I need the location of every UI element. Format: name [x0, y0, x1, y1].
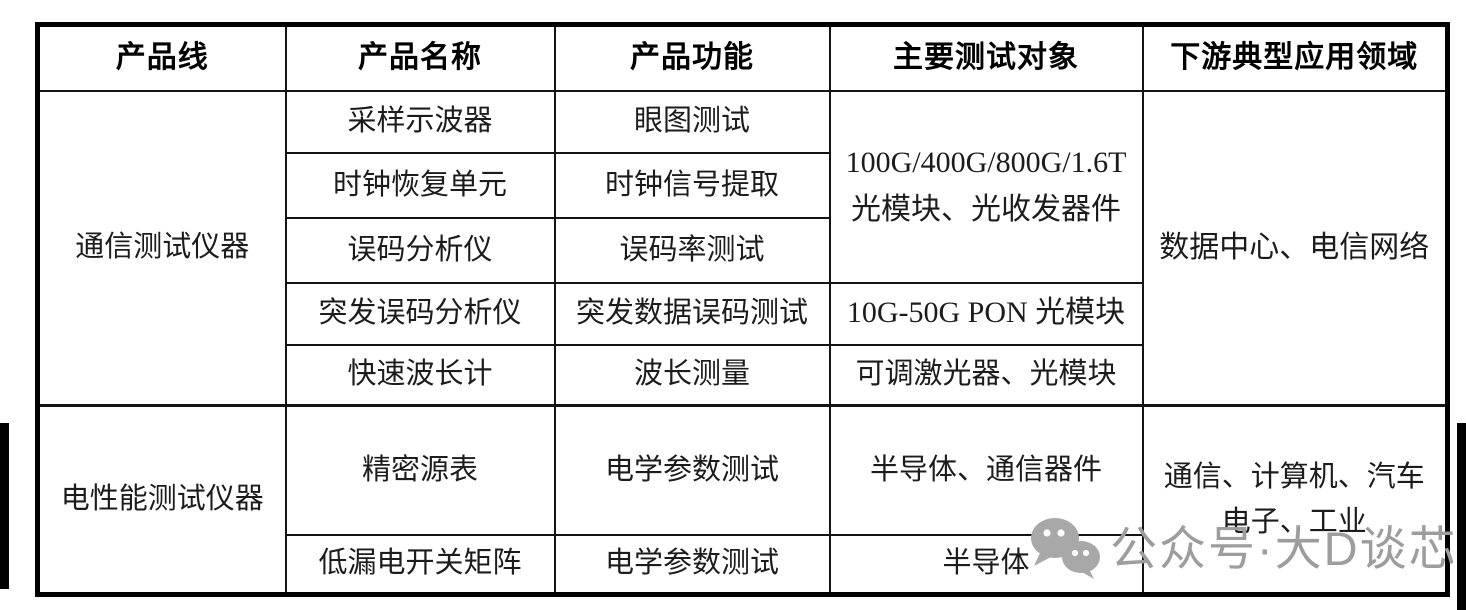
cell-product-func: 时钟信号提取 — [553, 151, 831, 219]
product-table: 产品线 产品名称 产品功能 主要测试对象 下游典型应用领域 通信测试仪器 采样示… — [35, 22, 1450, 597]
cell-product-func: 波长测量 — [553, 343, 831, 407]
cell-product-func: 突发数据误码测试 — [553, 281, 831, 346]
right-edge-black-bar — [1457, 423, 1466, 610]
cell-product-func: 误码率测试 — [553, 216, 831, 284]
cell-product-line-comm: 通信测试仪器 — [36, 89, 287, 407]
table-row: 突发误码分析仪 突发数据误码测试 10G-50G PON 光模块 — [38, 281, 1448, 346]
table-row: 电性能测试仪器 精密源表 电学参数测试 半导体、通信器件 通信、计算机、汽车电子… — [36, 404, 1449, 596]
column-header-product-name: 产品名称 — [284, 23, 556, 92]
cell-test-target: 可调激光器、光模块 — [828, 343, 1144, 407]
cell-product-name: 误码分析仪 — [284, 216, 556, 284]
cell-product-name: 快速波长计 — [284, 343, 556, 407]
cell-downstream-apps-comm: 数据中心、电信网络 — [1141, 89, 1449, 407]
cell-test-target: 100G/400G/800G/1.6T 光模块、光收发器件 — [828, 89, 1144, 284]
cell-test-target: 10G-50G PON 光模块 — [828, 281, 1144, 346]
column-header-applications: 下游典型应用领域 — [1141, 23, 1449, 92]
product-lines-table: 产品线 产品名称 产品功能 主要测试对象 下游典型应用领域 通信测试仪器 采样示… — [35, 22, 1450, 597]
table-row: 快速波长计 波长测量 可调激光器、光模块 — [38, 343, 1448, 407]
cell-product-func: 电学参数测试 — [553, 533, 831, 596]
cell-product-func: 眼图测试 — [553, 89, 831, 154]
cell-product-name: 突发误码分析仪 — [284, 281, 556, 346]
cell-product-func: 电学参数测试 — [553, 404, 831, 536]
left-edge-black-bar — [0, 423, 9, 589]
table-row: 通信测试仪器 采样示波器 眼图测试 100G/400G/800G/1.6T 光模… — [36, 89, 1449, 407]
cell-product-name: 采样示波器 — [284, 89, 556, 154]
cell-product-line-elec: 电性能测试仪器 — [36, 404, 287, 596]
table-row: 误码分析仪 误码率测试 — [38, 216, 1448, 284]
column-header-product-line: 产品线 — [36, 23, 287, 92]
cell-product-name: 精密源表 — [284, 404, 556, 536]
cell-test-target: 半导体、通信器件 — [828, 404, 1144, 536]
header-row: 产品线 产品名称 产品功能 主要测试对象 下游典型应用领域 — [36, 23, 1449, 92]
cell-test-target: 半导体 — [828, 533, 1144, 596]
table-row: 时钟恢复单元 时钟信号提取 — [38, 151, 1448, 219]
column-header-test-target: 主要测试对象 — [828, 23, 1144, 92]
cell-product-name: 低漏电开关矩阵 — [284, 533, 556, 596]
cell-product-name: 时钟恢复单元 — [284, 151, 556, 219]
column-header-product-func: 产品功能 — [553, 23, 831, 92]
cell-downstream-apps-elec: 通信、计算机、汽车电子、工业 — [1141, 404, 1449, 596]
